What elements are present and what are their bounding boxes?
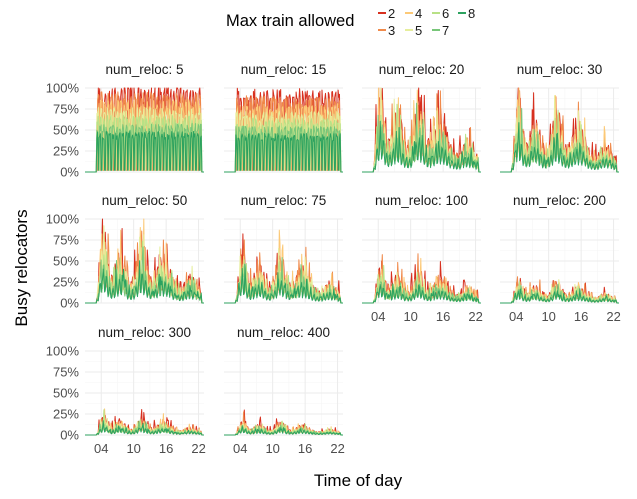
facet-panel-30: num_reloc: 30 (500, 62, 619, 173)
facet-strip-label: num_reloc: 100 (375, 193, 468, 208)
x-tick-label: 04 (371, 309, 385, 324)
y-tick-label: 25% (53, 407, 79, 422)
x-axis-title: Time of day (314, 471, 403, 490)
facet-strip-label: num_reloc: 30 (517, 62, 603, 77)
series-line-8 (224, 263, 343, 304)
facet-panel-200: num_reloc: 200 04 10 16 22 (500, 193, 621, 324)
facet-panel-400: num_reloc: 400 04 10 16 22 (224, 325, 345, 456)
x-tick-label: 10 (265, 441, 279, 456)
facet-panel-100: num_reloc: 100 04 10 16 22 (362, 193, 483, 324)
facet-panel-15: num_reloc: 15 (224, 62, 343, 173)
facet-panel-75: num_reloc: 75 (224, 193, 343, 304)
y-tick-label: 50% (53, 123, 79, 138)
series-line-8 (85, 420, 204, 436)
x-tick-label: 16 (574, 309, 588, 324)
y-tick-label: 75% (53, 233, 79, 248)
y-tick-label: 75% (53, 102, 79, 117)
x-tick-label: 04 (509, 309, 523, 324)
y-tick-label: 25% (53, 144, 79, 159)
facet-strip-label: num_reloc: 200 (513, 193, 606, 208)
x-tick-label: 22 (468, 309, 482, 324)
series-line-8 (224, 425, 343, 436)
legend-label-6: 6 (442, 6, 449, 21)
facet-panels: num_reloc: 50%25%50%75%100%num_reloc: 15… (46, 62, 621, 456)
legend-label-3: 3 (388, 23, 395, 38)
legend: Max train allowed 2 3 4 5 6 7 8 (226, 6, 475, 38)
y-tick-label: 0% (60, 165, 79, 180)
facet-strip-label: num_reloc: 75 (241, 193, 327, 208)
legend-label-2: 2 (388, 6, 395, 21)
x-tick-label: 04 (233, 441, 247, 456)
facet-strip-label: num_reloc: 300 (98, 325, 191, 340)
series-line-8 (362, 120, 481, 173)
facet-panel-5: num_reloc: 5 0% 25% 50% 75% 100% (46, 62, 204, 180)
y-tick-label: 100% (46, 81, 80, 96)
series-line-8 (500, 122, 619, 173)
y-axis-title: Busy relocators (12, 209, 31, 326)
x-tick-label: 22 (330, 441, 344, 456)
x-tick-label: 10 (541, 309, 555, 324)
y-tick-label: 0% (60, 428, 79, 443)
x-tick-label: 04 (94, 441, 108, 456)
facet-strip-label: num_reloc: 20 (379, 62, 465, 77)
facet-panel-300: num_reloc: 300 0% 25% 50% 75% 100% 04 10 16 22 (46, 325, 206, 456)
x-tick-label: 16 (298, 441, 312, 456)
facet-strip-label: num_reloc: 15 (241, 62, 327, 77)
x-tick-label: 16 (159, 441, 173, 456)
legend-label-8: 8 (468, 6, 475, 21)
legend-label-5: 5 (415, 23, 422, 38)
y-tick-label: 100% (46, 344, 80, 359)
series-line-7 (224, 125, 343, 173)
y-tick-label: 25% (53, 275, 79, 290)
series-line-7 (85, 123, 204, 173)
y-tick-label: 0% (60, 296, 79, 311)
facet-strip-label: num_reloc: 50 (102, 193, 188, 208)
x-tick-label: 10 (403, 309, 417, 324)
series-line-8 (500, 288, 619, 304)
y-tick-label: 50% (53, 386, 79, 401)
facet-panel-50: num_reloc: 50 0% 25% 50% 75% 100% (46, 193, 204, 311)
series-line-8 (85, 260, 204, 304)
facet-panel-20: num_reloc: 20 (362, 62, 481, 173)
series-line-8 (224, 133, 343, 173)
x-tick-label: 22 (606, 309, 620, 324)
legend-label-7: 7 (442, 23, 449, 38)
x-tick-label: 22 (191, 441, 205, 456)
series-line-8 (362, 283, 481, 304)
y-tick-label: 50% (53, 254, 79, 269)
facet-strip-label: num_reloc: 5 (105, 62, 183, 77)
facet-strip-label: num_reloc: 400 (237, 325, 330, 340)
y-tick-label: 100% (46, 212, 80, 227)
series-line-8 (85, 131, 204, 173)
y-tick-label: 75% (53, 365, 79, 380)
x-tick-label: 16 (436, 309, 450, 324)
legend-title: Max train allowed (226, 12, 354, 30)
legend-label-4: 4 (415, 6, 422, 21)
x-tick-label: 10 (126, 441, 140, 456)
series-line-2 (85, 87, 204, 173)
